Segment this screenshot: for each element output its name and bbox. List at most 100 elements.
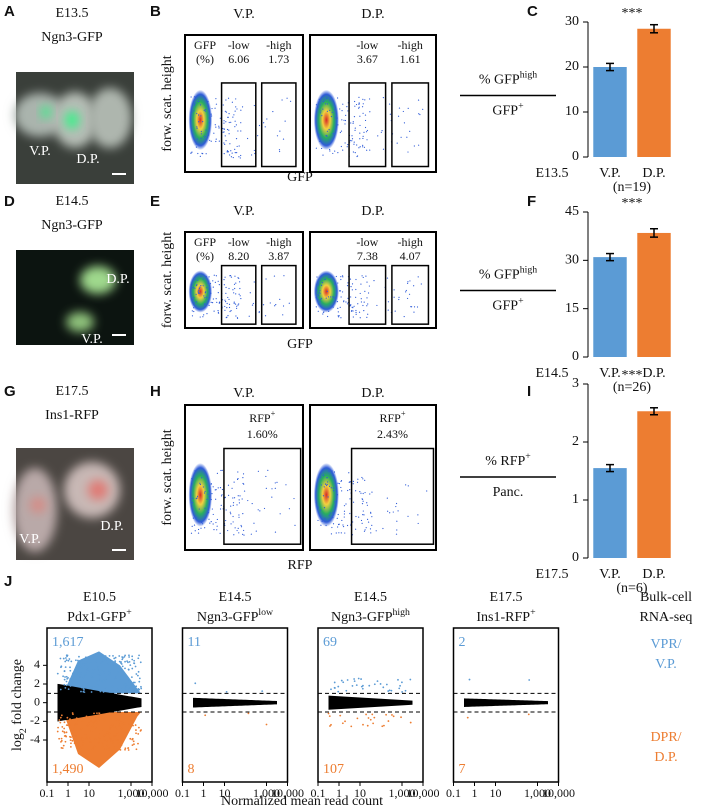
cell-dot bbox=[352, 501, 355, 503]
ma-subtitle-part: Ins1-RFP bbox=[476, 610, 530, 625]
cell-dot bbox=[324, 519, 326, 521]
cell-dot bbox=[366, 504, 368, 506]
cell-dot bbox=[217, 280, 219, 282]
de-gene bbox=[109, 737, 112, 739]
cell-dot bbox=[238, 293, 240, 295]
cell-dot bbox=[285, 484, 287, 486]
cell-dot bbox=[236, 305, 238, 307]
cell-dot bbox=[329, 99, 331, 101]
cell-dot bbox=[216, 518, 218, 521]
up-count: 1,617 bbox=[52, 635, 84, 650]
cell-dot bbox=[367, 292, 370, 294]
de-gene bbox=[373, 683, 376, 686]
cell-dot bbox=[329, 109, 331, 112]
gate-name: -low bbox=[356, 38, 378, 52]
y-tick-label: 4 bbox=[34, 657, 40, 671]
de-gene bbox=[131, 744, 134, 746]
tissue-label: D.P. bbox=[106, 272, 129, 287]
cell-dot bbox=[237, 130, 239, 132]
cell-dot bbox=[239, 157, 241, 159]
de-gene bbox=[107, 713, 109, 715]
de-gene bbox=[60, 714, 63, 717]
cell-dot bbox=[344, 119, 347, 122]
cell-dot bbox=[205, 291, 207, 293]
cell-dot bbox=[326, 130, 329, 132]
facs-title: D.P. bbox=[361, 7, 384, 22]
cell-dot bbox=[226, 316, 228, 318]
cell-dot bbox=[234, 527, 236, 529]
y-tick-label: -2 bbox=[30, 713, 40, 727]
significance: *** bbox=[622, 196, 643, 211]
gate bbox=[348, 82, 387, 168]
de-gene bbox=[101, 742, 104, 745]
ma-subtitle-part: low bbox=[258, 607, 274, 618]
x-tick-label: V.P. bbox=[599, 366, 621, 381]
de-gene bbox=[121, 723, 124, 726]
ylabel-denominator-part: GFP bbox=[492, 299, 518, 314]
cell-dot bbox=[205, 129, 207, 131]
panel-label: F bbox=[527, 193, 536, 210]
cell-dot bbox=[420, 283, 422, 285]
gate-name-part: -low bbox=[228, 38, 250, 52]
cell-dot bbox=[417, 522, 419, 525]
cell-dot bbox=[355, 296, 357, 298]
cell-dot bbox=[243, 483, 245, 485]
legend-title: Bulk-cell bbox=[640, 590, 692, 605]
de-gene bbox=[121, 658, 124, 661]
x-tick-label: 0.1 bbox=[311, 786, 326, 800]
cell-dot bbox=[359, 146, 361, 148]
cell-dot bbox=[238, 502, 241, 504]
cell-dot bbox=[321, 115, 323, 117]
de-gene bbox=[98, 672, 101, 675]
cell-dot bbox=[251, 502, 253, 505]
ma-subtitle-part: Ngn3-GFP bbox=[197, 610, 259, 625]
de-gene bbox=[82, 676, 85, 679]
cell-dot bbox=[346, 285, 349, 287]
gate-name: -low bbox=[356, 235, 378, 249]
de-gene bbox=[121, 721, 124, 724]
cell-dot bbox=[315, 289, 318, 291]
cell-dot bbox=[224, 110, 226, 112]
cell-dot bbox=[337, 282, 339, 284]
cell-dot bbox=[243, 534, 245, 536]
cell-dot bbox=[237, 495, 239, 497]
cell-dot bbox=[353, 141, 355, 143]
cell-dot bbox=[320, 110, 322, 112]
de-gene bbox=[138, 654, 140, 657]
legend-down: D.P. bbox=[654, 750, 677, 765]
de-gene bbox=[63, 735, 66, 737]
cell-dot bbox=[328, 485, 331, 487]
de-gene bbox=[62, 744, 65, 747]
cell-dot bbox=[350, 286, 352, 288]
cell-dot bbox=[403, 315, 405, 318]
de-gene bbox=[137, 726, 140, 729]
facs-title: V.P. bbox=[233, 204, 255, 219]
x-tick-label: 10,000 bbox=[136, 786, 169, 800]
sample-size: (n=19) bbox=[613, 180, 652, 195]
cell-dot bbox=[225, 99, 227, 101]
de-gene bbox=[96, 712, 98, 715]
cell-dot bbox=[203, 314, 205, 316]
cell-dot bbox=[193, 524, 196, 526]
de-gene bbox=[86, 683, 89, 686]
cell-dot bbox=[343, 510, 346, 512]
cell-dot bbox=[209, 522, 211, 524]
de-gene bbox=[104, 659, 107, 662]
cell-dot bbox=[232, 502, 235, 504]
cell-dot bbox=[217, 292, 219, 294]
de-gene bbox=[116, 734, 119, 737]
cell-dot bbox=[355, 311, 357, 314]
cell-dot bbox=[407, 485, 409, 487]
cell-dot bbox=[398, 298, 400, 301]
de-gene bbox=[104, 689, 107, 692]
cell-dot bbox=[274, 482, 276, 484]
cell-dot bbox=[361, 522, 363, 525]
de-gene bbox=[124, 722, 126, 725]
cell-dot bbox=[394, 310, 396, 312]
cell-dot bbox=[199, 483, 202, 486]
de-gene bbox=[92, 724, 95, 727]
cell-dot bbox=[196, 284, 198, 286]
cell-dot bbox=[330, 487, 332, 489]
cell-dot bbox=[225, 140, 227, 142]
de-gene bbox=[63, 678, 66, 681]
